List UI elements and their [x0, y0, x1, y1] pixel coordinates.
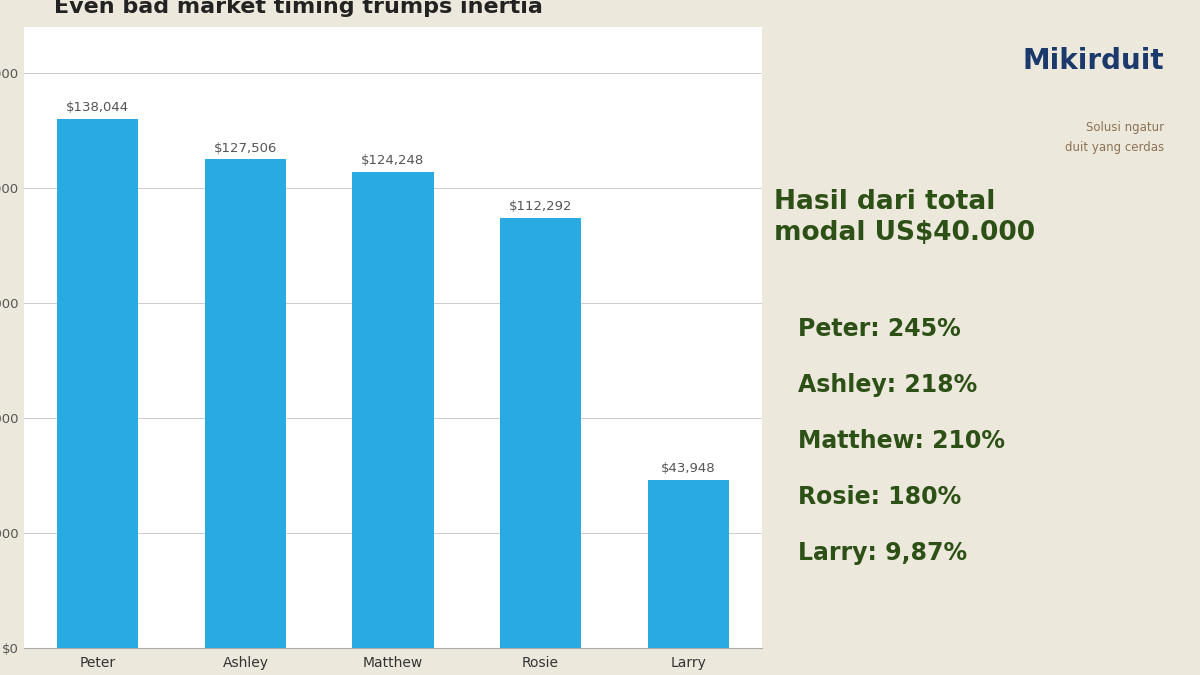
Bar — [205, 159, 286, 648]
Text: Even bad market timing trumps inertia: Even bad market timing trumps inertia — [54, 0, 542, 17]
Text: Larry: 9,87%: Larry: 9,87% — [798, 541, 967, 566]
Text: $43,948: $43,948 — [661, 462, 715, 475]
Text: Matthew: 210%: Matthew: 210% — [798, 429, 1006, 454]
Text: Ashley: 218%: Ashley: 218% — [798, 373, 977, 398]
Text: $127,506: $127,506 — [214, 142, 277, 155]
Bar — [648, 479, 728, 648]
Text: $138,044: $138,044 — [66, 101, 130, 114]
Bar — [58, 119, 138, 648]
Text: Hasil dari total
modal US$40.000: Hasil dari total modal US$40.000 — [774, 189, 1036, 246]
Text: Solusi ngatur
duit yang cerdas: Solusi ngatur duit yang cerdas — [1064, 122, 1164, 153]
Text: Peter: 245%: Peter: 245% — [798, 317, 961, 342]
Bar — [353, 171, 433, 648]
Text: Mikirduit: Mikirduit — [1022, 47, 1164, 75]
Bar — [500, 217, 581, 648]
Text: $124,248: $124,248 — [361, 154, 425, 167]
Text: Rosie: 180%: Rosie: 180% — [798, 485, 961, 510]
Text: $112,292: $112,292 — [509, 200, 572, 213]
